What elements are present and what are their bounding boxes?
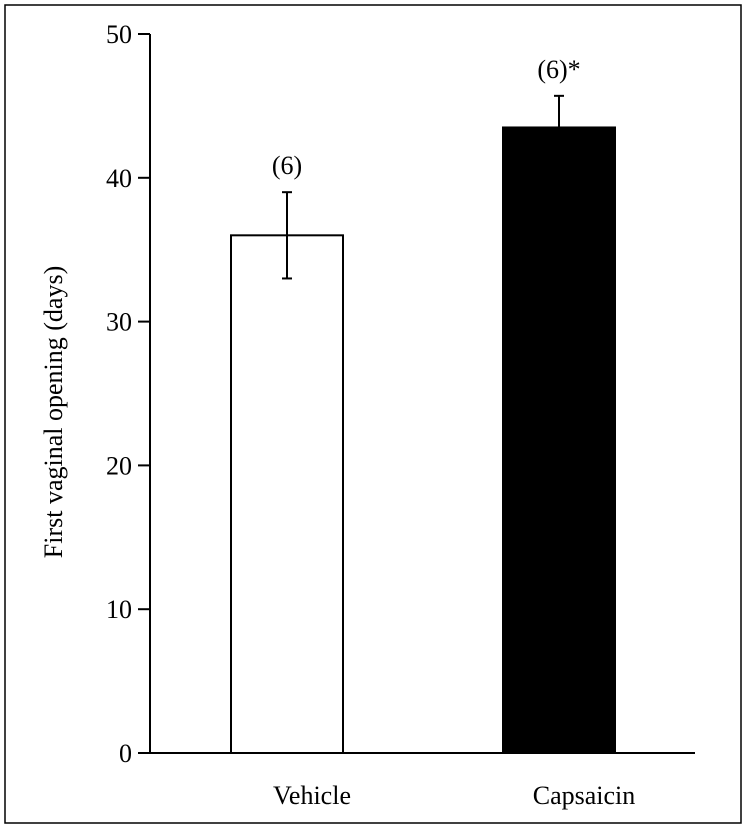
bar-vehicle (230, 234, 344, 754)
y-axis-ticks: 0 10 20 30 40 50 (106, 20, 150, 768)
bar-annotation: (6)* (537, 55, 580, 84)
figure-border (4, 4, 742, 824)
y-axis-title: First vaginal opening (days) (39, 266, 68, 558)
y-tick-label: 10 (106, 595, 132, 624)
axes-layer (149, 34, 695, 754)
bar-capsaicin (502, 126, 616, 755)
bar-annotation: (6) (272, 151, 302, 180)
y-tick-label: 50 (106, 20, 132, 49)
y-tick-label: 40 (106, 164, 132, 193)
x-tick-label: Capsaicin (533, 781, 636, 810)
y-tick-label: 0 (119, 739, 132, 768)
x-tick-label: Vehicle (273, 781, 351, 810)
y-tick-label: 20 (106, 451, 132, 480)
y-tick-label: 30 (106, 308, 132, 337)
x-axis-labels: Vehicle Capsaicin (273, 781, 635, 810)
bars-layer: (6) (6)* (230, 55, 616, 755)
